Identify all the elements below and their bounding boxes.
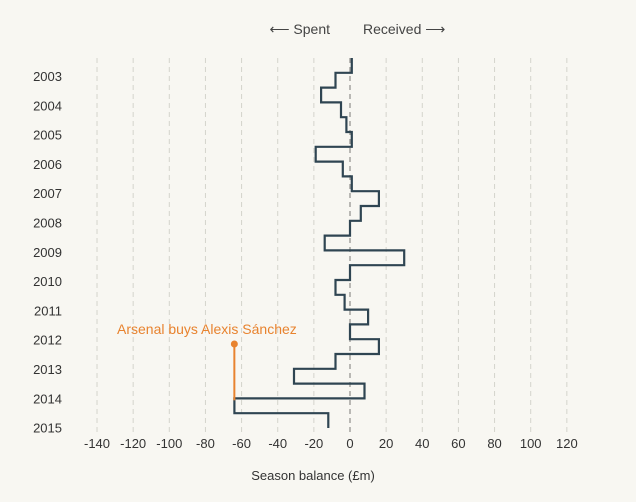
gridlines — [96, 58, 568, 432]
y-tick-label: 2005 — [33, 128, 62, 143]
y-tick-label: 2009 — [33, 245, 62, 260]
received-direction-label: Received ⟶ — [363, 21, 445, 37]
y-tick-label: 2006 — [33, 157, 62, 172]
y-tick-label: 2012 — [33, 333, 62, 348]
x-tick-label: -100 — [156, 436, 182, 451]
y-tick-label: 2008 — [33, 216, 62, 231]
season-balance-step-line — [233, 58, 406, 428]
x-tick-label: 120 — [556, 436, 578, 451]
x-tick-label: -60 — [232, 436, 251, 451]
x-tick-label: -40 — [268, 436, 287, 451]
spent-direction-label: ⟵ Spent — [269, 21, 330, 37]
y-tick-label: 2013 — [33, 362, 62, 377]
y-tick-label: 2010 — [33, 274, 62, 289]
x-tick-label: -140 — [84, 436, 110, 451]
x-tick-label: 100 — [520, 436, 542, 451]
x-axis-title: Season balance (£m) — [251, 468, 375, 483]
y-tick-label: 2007 — [33, 186, 62, 201]
x-tick-label: 60 — [451, 436, 465, 451]
series-layer — [233, 58, 406, 428]
x-tick-label: -120 — [120, 436, 146, 451]
y-tick-label: 2003 — [33, 69, 62, 84]
annotation-label: Arsenal buys Alexis Sánchez — [117, 321, 297, 337]
x-tick-label: 0 — [346, 436, 353, 451]
year-axis: 2003 2004 2005 2006 2007 2008 2009 2010 2011 2012… — [33, 69, 62, 436]
y-tick-label: 2015 — [33, 421, 62, 436]
x-tick-label: 40 — [415, 436, 429, 451]
balance-axis: -140 -120 -100 -80 -60 -40 -20 0 20 40 60 80 100 120 — [84, 436, 578, 451]
x-tick-label: 80 — [487, 436, 501, 451]
y-tick-label: 2004 — [33, 98, 62, 113]
x-tick-label: -80 — [196, 436, 215, 451]
x-tick-label: 20 — [379, 436, 393, 451]
annotation-dot — [230, 340, 238, 348]
x-tick-label: -20 — [304, 436, 323, 451]
annotation-layer: Arsenal buys Alexis Sánchez — [117, 321, 297, 401]
y-tick-label: 2011 — [34, 303, 62, 318]
y-tick-label: 2014 — [33, 391, 62, 406]
